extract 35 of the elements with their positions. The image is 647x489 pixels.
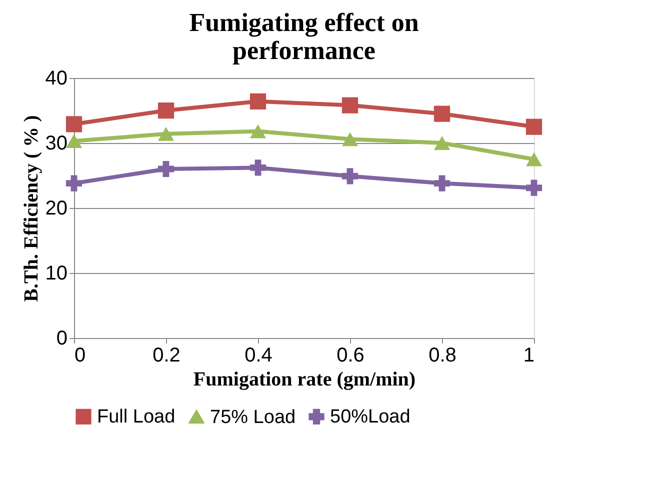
legend-label: 50%Load (330, 406, 410, 428)
x-tick-label: 0.4 (244, 344, 272, 366)
point (66, 116, 82, 132)
legend-label: 75% Load (210, 406, 296, 428)
y-tick-label: 10 (45, 262, 68, 284)
x-tick-label: 0 (74, 344, 86, 366)
x-axis-title: Fumigation rate (gm/min) (193, 368, 416, 390)
point (66, 175, 82, 192)
y-tick-label: 40 (45, 68, 68, 90)
x-tick-label: 1 (523, 344, 534, 366)
point (526, 118, 542, 135)
point (434, 106, 450, 122)
chart-title: Fumigating effect on performance (189, 8, 420, 65)
x-tick-label: 0.2 (152, 344, 180, 366)
point (434, 136, 450, 150)
x-tick-label: 0.8 (428, 344, 456, 366)
point (342, 97, 358, 114)
y-tick-label: 0 (56, 328, 68, 350)
point (250, 93, 266, 110)
y-tick-label: 30 (45, 132, 68, 154)
point (66, 134, 82, 148)
point (158, 102, 174, 119)
point (526, 180, 542, 196)
point (342, 132, 358, 146)
point (342, 168, 358, 184)
point (434, 175, 450, 192)
point (250, 160, 266, 176)
legend-label: Full Load (97, 406, 176, 428)
y-tick-label: 20 (45, 198, 68, 220)
x-tick-label: 0.6 (336, 344, 364, 366)
point (158, 126, 174, 141)
point (526, 152, 542, 166)
point (158, 160, 174, 178)
point (250, 124, 266, 138)
y-axis-title: B.Th. Efficiency ( % ) (20, 115, 42, 302)
